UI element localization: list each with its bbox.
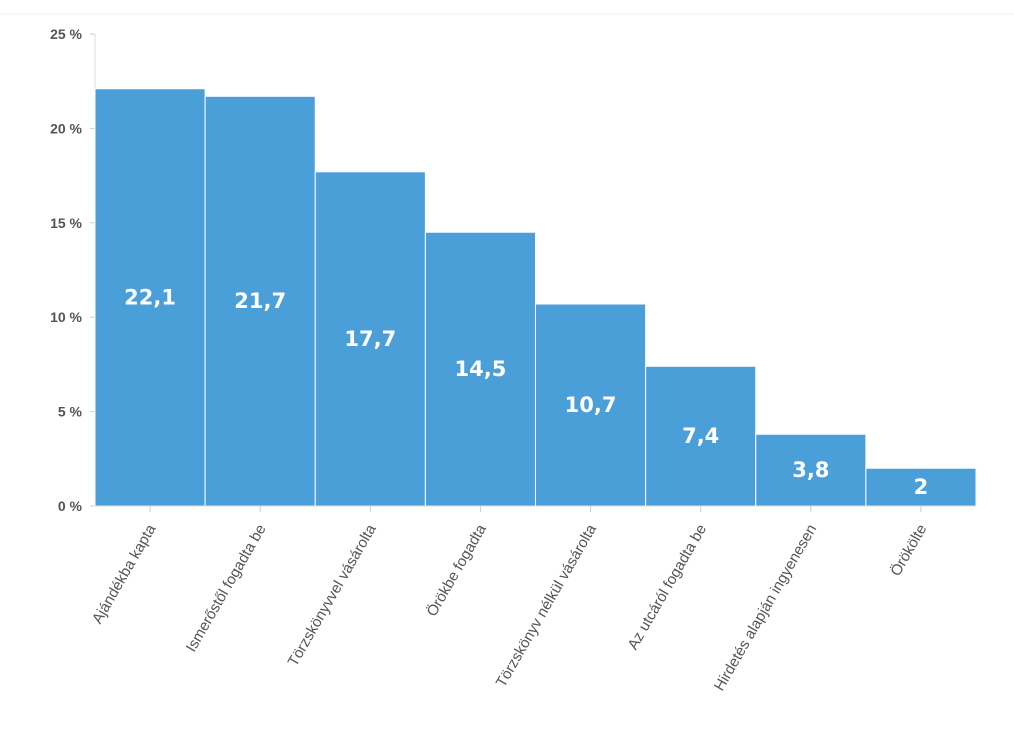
y-tick-label: 25 % xyxy=(50,26,82,42)
y-axis: 0 % 5 % 10 % 15 % 20 % 25 % xyxy=(50,26,96,514)
x-category-label: Ismerőstől fogadta be xyxy=(183,522,270,655)
value-labels: 22,1 21,7 17,7 14,5 10,7 7,4 3,8 2 xyxy=(124,285,928,499)
bar-value-label: 7,4 xyxy=(682,424,719,448)
x-category-label: Ajándékba kapta xyxy=(89,521,160,627)
bar xyxy=(755,433,867,507)
bar-value-label: 10,7 xyxy=(565,393,617,417)
y-tick-label: 5 % xyxy=(58,404,83,420)
y-tick-label: 0 % xyxy=(58,498,83,514)
bar-value-label: 14,5 xyxy=(455,357,507,381)
bar xyxy=(204,95,316,507)
y-tick-label: 20 % xyxy=(50,120,82,136)
bar-value-label: 22,1 xyxy=(124,285,176,309)
x-category-label: Az utcáról fogadta be xyxy=(625,522,711,653)
bar xyxy=(645,365,757,507)
bars xyxy=(94,88,977,507)
bar-value-label: 21,7 xyxy=(234,289,286,313)
x-category-label: Törzskönyv nélkül vásárolta xyxy=(493,521,601,690)
bar xyxy=(314,171,426,507)
y-tick-label: 10 % xyxy=(50,309,82,325)
x-category-label: Hirdetés alapján ingyenesen xyxy=(711,522,820,694)
x-axis: Ajándékba kapta Ismerőstől fogadta be Törz… xyxy=(89,505,976,694)
x-category-label: Örökölte xyxy=(886,521,930,579)
bar xyxy=(865,467,977,507)
bar xyxy=(94,88,206,507)
bar-value-label: 2 xyxy=(914,475,929,499)
bar-value-label: 3,8 xyxy=(792,458,829,482)
x-category-label: Törzskönyvvel vásárolta xyxy=(285,521,380,669)
y-tick-label: 15 % xyxy=(50,215,82,231)
bar-value-label: 17,7 xyxy=(344,327,396,351)
x-category-label: Örökbe fogadta xyxy=(423,520,491,619)
